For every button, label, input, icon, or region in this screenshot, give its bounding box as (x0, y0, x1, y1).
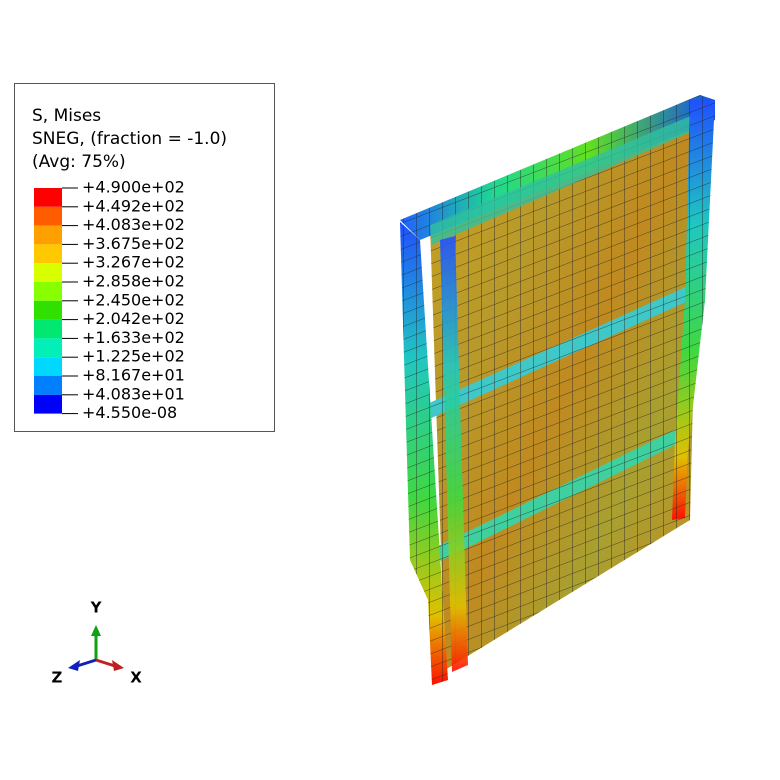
legend-label: +2.858e+02 (82, 272, 185, 291)
mesh (400, 222, 448, 685)
mesh (672, 100, 715, 520)
legend-label: +1.633e+02 (82, 328, 185, 347)
legend-label: +3.267e+02 (82, 253, 185, 272)
color-band (34, 263, 62, 282)
left-column-web (440, 236, 468, 672)
z-axis-label: Z (52, 669, 63, 687)
color-band (34, 282, 62, 301)
axis-triad: Y Z X (52, 599, 143, 687)
x-arrowhead (112, 660, 124, 671)
color-band (34, 206, 62, 226)
legend-label: +4.083e+02 (82, 215, 185, 234)
y-axis-label: Y (90, 599, 103, 617)
legend-label: +8.167e+01 (82, 366, 185, 385)
legend-title: S, Mises (32, 106, 101, 126)
mesh (430, 425, 685, 565)
top-beam (430, 112, 700, 245)
legend-scale: +4.900e+02+4.492e+02+4.083e+02+3.675e+02… (34, 178, 185, 422)
color-band (34, 300, 62, 320)
legend-title: (Avg: 75%) (32, 152, 126, 172)
x-arrow (95, 658, 116, 668)
z-arrowhead (68, 660, 80, 671)
color-band (34, 376, 62, 395)
legend-label: +4.900e+02 (82, 178, 185, 197)
color-band (34, 188, 62, 207)
legend-label: +4.492e+02 (82, 196, 185, 215)
legend-label: +2.450e+02 (82, 290, 185, 309)
color-band (34, 394, 62, 414)
legend-label: +3.675e+02 (82, 234, 185, 253)
legend-label: +4.083e+01 (82, 384, 185, 403)
legend-label: +1.225e+02 (82, 347, 185, 366)
mesh (425, 285, 690, 420)
y-arrowhead (91, 625, 101, 636)
color-band (34, 319, 62, 339)
legend-title: SNEG, (fraction = -1.0) (32, 129, 227, 149)
color-band (34, 225, 62, 245)
z-arrow (76, 658, 97, 668)
mesh (400, 95, 715, 240)
legend-label: +2.042e+02 (82, 309, 185, 328)
color-band (34, 357, 62, 376)
model (400, 95, 715, 685)
x-axis-label: X (130, 669, 142, 687)
color-band (34, 244, 62, 264)
legend-label: +4.550e-08 (82, 403, 177, 422)
color-band (34, 338, 62, 358)
